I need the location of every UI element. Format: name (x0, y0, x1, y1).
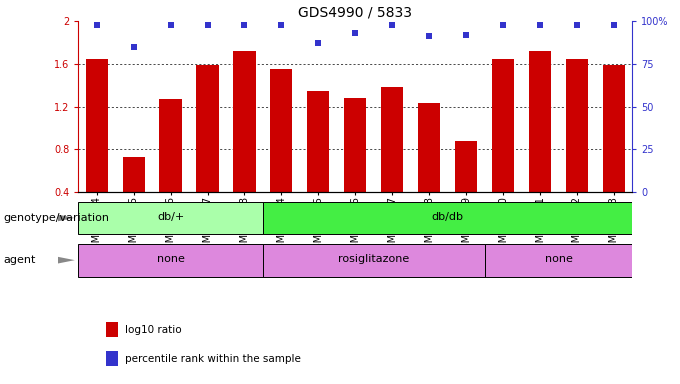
Bar (566, 58, 588, 192)
Bar (263, 202, 632, 234)
Bar (86, 58, 107, 192)
Point (460, 32, 471, 38)
Bar (197, 65, 218, 192)
Text: db/db: db/db (432, 212, 464, 222)
Bar (455, 141, 477, 192)
Point (350, 30, 360, 36)
Bar (603, 65, 625, 192)
Text: log10 ratio: log10 ratio (125, 325, 182, 335)
Point (202, 22, 213, 28)
Bar (78, 244, 263, 276)
Title: GDS4990 / 5833: GDS4990 / 5833 (299, 6, 412, 20)
Bar (492, 58, 514, 192)
Text: agent: agent (3, 255, 36, 265)
Bar (529, 51, 551, 192)
Bar (78, 202, 263, 234)
Text: none: none (545, 255, 573, 265)
Point (387, 22, 398, 28)
Bar (233, 51, 256, 192)
Polygon shape (58, 215, 75, 221)
Bar (485, 244, 632, 276)
Point (165, 22, 176, 28)
Point (571, 22, 582, 28)
Bar (271, 69, 292, 192)
Bar (344, 98, 367, 192)
Point (276, 22, 287, 28)
Point (128, 44, 139, 50)
Point (424, 33, 435, 40)
Point (609, 22, 619, 28)
Point (498, 22, 509, 28)
Polygon shape (58, 257, 75, 263)
Point (313, 40, 324, 46)
Text: genotype/variation: genotype/variation (3, 213, 109, 223)
Text: percentile rank within the sample: percentile rank within the sample (125, 354, 301, 364)
Bar (160, 99, 182, 192)
Bar (307, 91, 329, 192)
Bar (106, 322, 118, 337)
Text: db/+: db/+ (157, 212, 184, 222)
Text: rosiglitazone: rosiglitazone (338, 255, 409, 265)
Bar (418, 103, 440, 192)
Point (91, 22, 102, 28)
Bar (122, 157, 145, 192)
Bar (263, 244, 485, 276)
Point (534, 22, 545, 28)
Bar (381, 87, 403, 192)
Bar (106, 351, 118, 366)
Text: none: none (156, 255, 184, 265)
Point (239, 22, 250, 28)
